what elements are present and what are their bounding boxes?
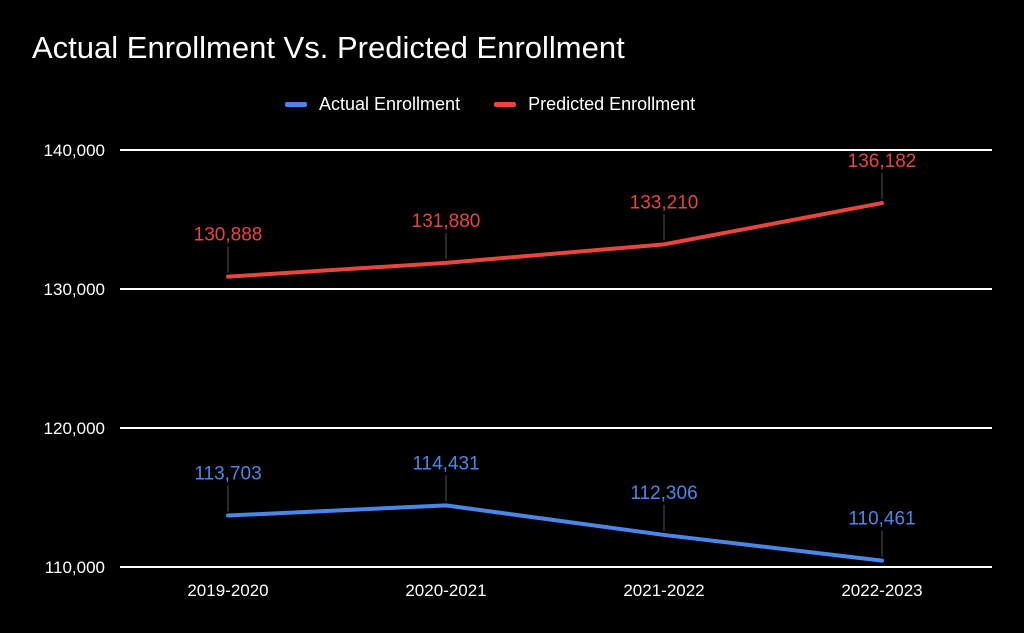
y-tick-label: 130,000 bbox=[44, 280, 105, 299]
x-tick-label: 2021-2022 bbox=[623, 581, 704, 600]
data-label: 113,703 bbox=[194, 464, 261, 485]
legend: Actual Enrollment Predicted Enrollment bbox=[285, 94, 729, 115]
x-tick-label: 2019-2020 bbox=[187, 581, 268, 600]
legend-swatch-predicted bbox=[494, 102, 517, 107]
series-line-predicted bbox=[226, 201, 884, 279]
data-label: 133,210 bbox=[630, 192, 699, 213]
legend-item-predicted[interactable]: Predicted Enrollment bbox=[494, 94, 695, 115]
legend-label-actual: Actual Enrollment bbox=[319, 94, 461, 114]
data-label: 130,888 bbox=[194, 225, 263, 246]
data-label: 114,431 bbox=[412, 453, 479, 474]
data-label: 136,182 bbox=[848, 151, 917, 172]
data-label: 110,461 bbox=[848, 509, 915, 530]
chart-title: Actual Enrollment Vs. Predicted Enrollme… bbox=[32, 30, 625, 65]
data-label: 112,306 bbox=[630, 483, 697, 504]
data-label: 131,880 bbox=[412, 211, 481, 232]
x-tick-label: 2020-2021 bbox=[405, 581, 486, 600]
series-line-actual bbox=[226, 503, 884, 563]
y-tick-label: 140,000 bbox=[44, 141, 105, 160]
legend-swatch-actual bbox=[285, 102, 307, 107]
x-tick-label: 2022-2023 bbox=[841, 581, 922, 600]
y-tick-label: 110,000 bbox=[45, 558, 105, 577]
legend-label-predicted: Predicted Enrollment bbox=[528, 94, 696, 114]
y-tick-label: 120,000 bbox=[44, 419, 105, 438]
legend-item-actual[interactable]: Actual Enrollment bbox=[285, 94, 460, 115]
